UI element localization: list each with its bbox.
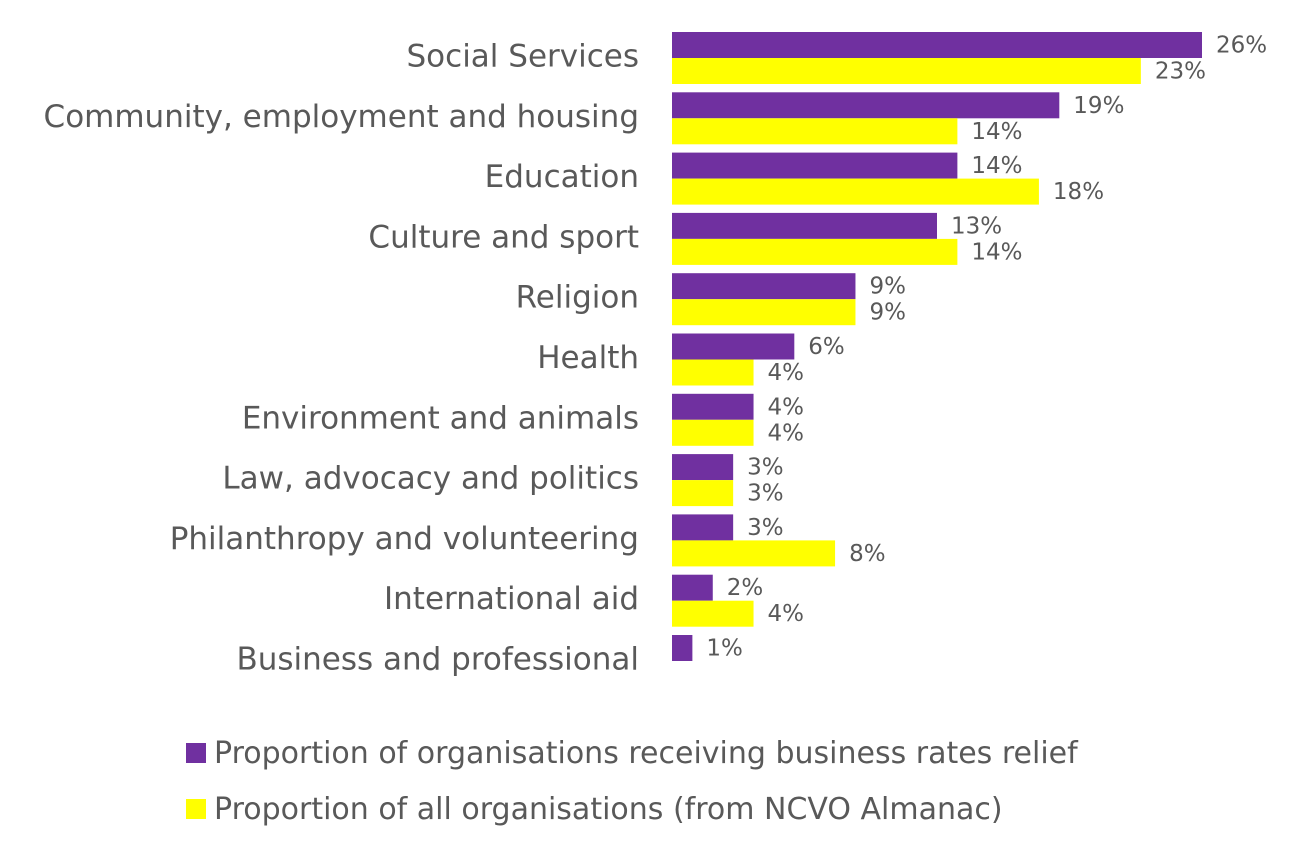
- legend-label-rates-relief: Proportion of organisations receiving bu…: [214, 735, 1078, 771]
- bar-all-organisations-social-services: [672, 58, 1141, 84]
- data-label-rates-relief-philanthropy-and-volunteering: 3%: [747, 515, 784, 541]
- category-label-culture-and-sport: Culture and sport: [368, 219, 639, 255]
- data-label-rates-relief-religion: 9%: [869, 274, 906, 300]
- category-label-health: Health: [537, 340, 639, 376]
- data-label-all-organisations-environment-and-animals: 4%: [768, 420, 805, 446]
- bar-all-organisations-philanthropy-and-volunteering: [672, 540, 836, 567]
- bar-all-organisations-law-advocacy-and-politics: [672, 480, 734, 507]
- category-label-environment-and-animals: Environment and animals: [242, 400, 639, 436]
- data-label-rates-relief-health: 6%: [808, 334, 845, 360]
- data-label-all-organisations-religion: 9%: [869, 300, 906, 326]
- data-label-rates-relief-environment-and-animals: 4%: [768, 394, 805, 420]
- bar-all-organisations-religion: [672, 299, 856, 326]
- category-label-religion: Religion: [516, 280, 639, 316]
- bar-rates-relief-social-services: [672, 32, 1202, 58]
- data-label-all-organisations-community-employment-and-housing: 14%: [971, 119, 1022, 145]
- bar-rates-relief-health: [672, 333, 795, 360]
- bar-all-organisations-international-aid: [672, 600, 754, 627]
- bar-rates-relief-international-aid: [672, 574, 713, 601]
- bar-rates-relief-environment-and-animals: [672, 393, 754, 420]
- legend-swatch-all-organisations: [186, 799, 206, 819]
- bar-all-organisations-community-employment-and-housing: [672, 118, 958, 145]
- legend-item-all-organisations: Proportion of all organisations (from NC…: [186, 781, 1078, 837]
- data-label-rates-relief-community-employment-and-housing: 19%: [1073, 93, 1124, 119]
- bar-rates-relief-community-employment-and-housing: [672, 92, 1060, 119]
- data-label-all-organisations-culture-and-sport: 14%: [971, 239, 1022, 265]
- data-label-all-organisations-education: 18%: [1053, 179, 1104, 205]
- bar-rates-relief-business-and-professional: [672, 635, 693, 661]
- legend-swatch-rates-relief: [186, 743, 206, 763]
- category-label-social-services: Social Services: [407, 39, 640, 75]
- category-label-law-advocacy-and-politics: Law, advocacy and politics: [222, 461, 639, 497]
- data-label-rates-relief-law-advocacy-and-politics: 3%: [747, 455, 784, 481]
- category-label-business-and-professional: Business and professional: [236, 642, 639, 678]
- data-label-rates-relief-international-aid: 2%: [727, 575, 764, 601]
- category-label-education: Education: [485, 159, 639, 195]
- data-label-rates-relief-social-services: 26%: [1216, 33, 1267, 59]
- data-label-all-organisations-philanthropy-and-volunteering: 8%: [849, 541, 886, 567]
- category-label-philanthropy-and-volunteering: Philanthropy and volunteering: [170, 521, 639, 557]
- bar-all-organisations-education: [672, 178, 1039, 205]
- data-label-rates-relief-education: 14%: [971, 153, 1022, 179]
- data-label-all-organisations-law-advocacy-and-politics: 3%: [747, 481, 784, 507]
- data-label-rates-relief-business-and-professional: 1%: [706, 636, 743, 662]
- legend-item-rates-relief: Proportion of organisations receiving bu…: [186, 725, 1078, 781]
- data-label-all-organisations-international-aid: 4%: [768, 601, 805, 627]
- legend: Proportion of organisations receiving bu…: [186, 725, 1078, 837]
- data-label-rates-relief-culture-and-sport: 13%: [951, 213, 1002, 239]
- bar-all-organisations-health: [672, 359, 754, 386]
- data-label-all-organisations-social-services: 23%: [1155, 59, 1206, 85]
- legend-label-all-organisations: Proportion of all organisations (from NC…: [214, 791, 1003, 827]
- bar-rates-relief-law-advocacy-and-politics: [672, 454, 734, 481]
- bar-all-organisations-environment-and-animals: [672, 419, 754, 446]
- bar-rates-relief-culture-and-sport: [672, 212, 937, 239]
- bar-rates-relief-education: [672, 152, 958, 179]
- bar-rates-relief-religion: [672, 273, 856, 300]
- bar-all-organisations-culture-and-sport: [672, 238, 958, 265]
- data-label-all-organisations-health: 4%: [768, 360, 805, 386]
- bar-rates-relief-philanthropy-and-volunteering: [672, 514, 734, 541]
- category-label-community-employment-and-housing: Community, employment and housing: [44, 99, 639, 135]
- category-label-international-aid: International aid: [384, 581, 639, 617]
